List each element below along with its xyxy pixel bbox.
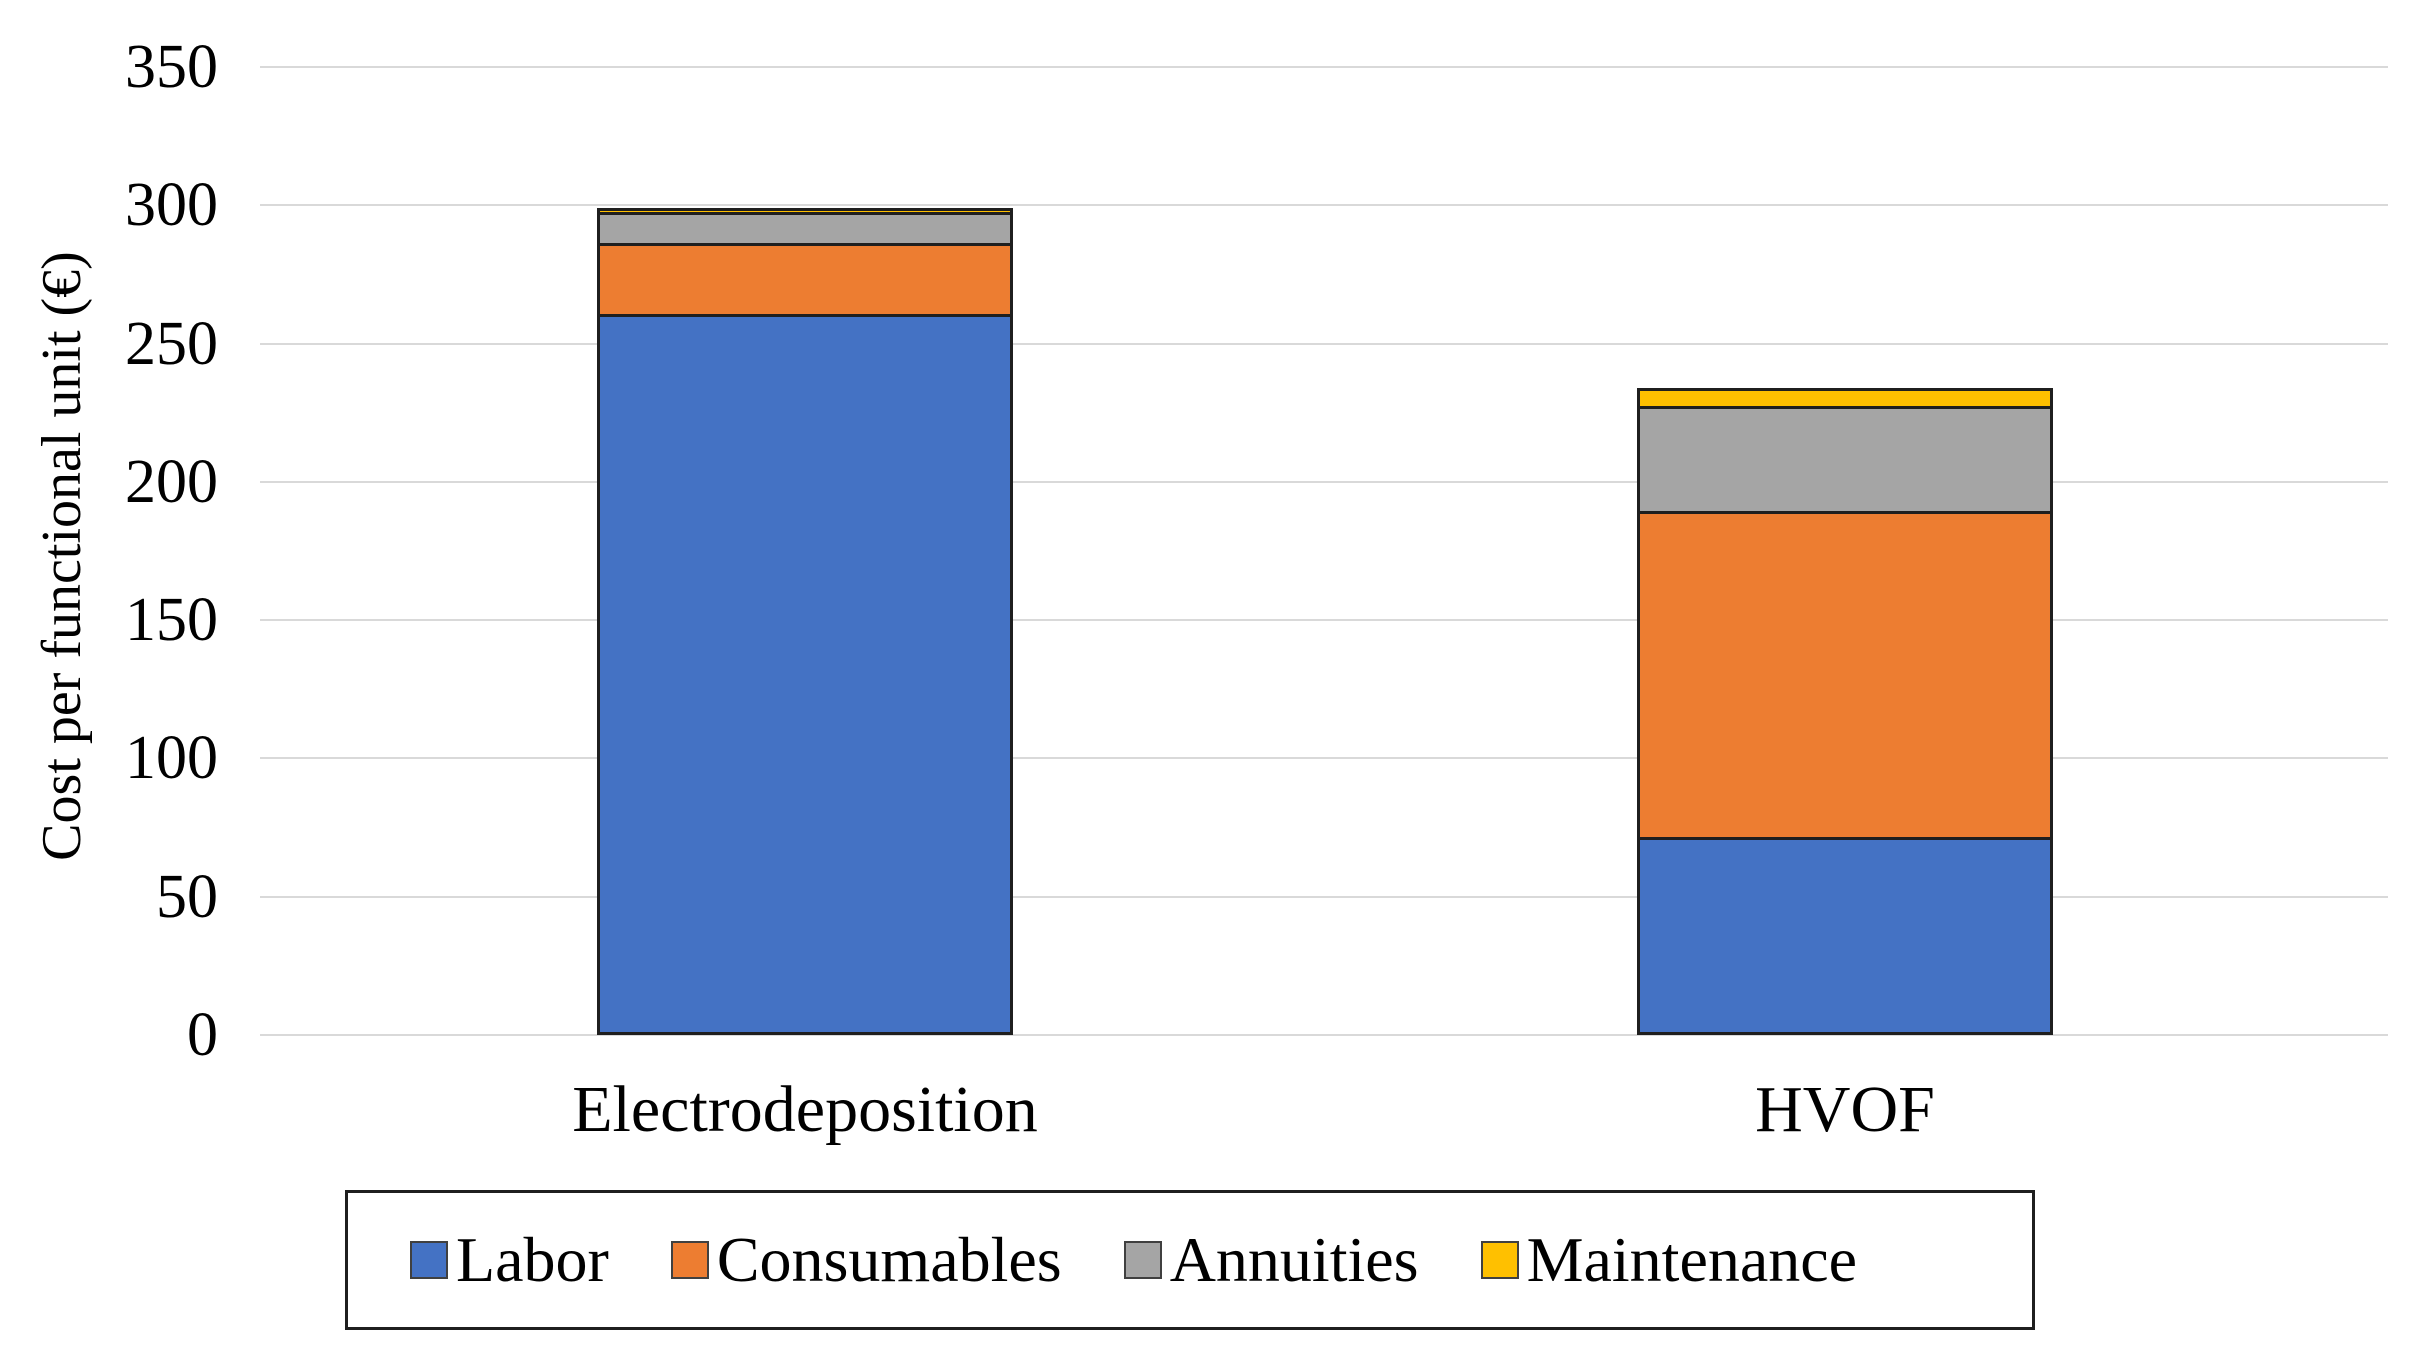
x-category-label-electrodeposition: Electrodeposition <box>572 1073 1038 1146</box>
legend-item-labor: Labor <box>410 1225 609 1295</box>
bar-segment-consumables-hvof <box>1637 512 2053 839</box>
bar-segment-border <box>597 314 1013 318</box>
bar-segment-border <box>597 242 1013 246</box>
legend-label-maintenance: Maintenance <box>1526 1224 1858 1295</box>
y-tick-label: 0 <box>187 1001 218 1069</box>
legend-item-annuities: Annuities <box>1123 1224 1419 1295</box>
gridline <box>260 1034 2388 1036</box>
gridline <box>260 480 2388 483</box>
bar-segment-border <box>1637 837 2053 841</box>
gridline <box>260 66 2388 68</box>
bar-segment-border <box>597 212 1013 216</box>
legend-label-consumables: Consumables <box>716 1224 1062 1295</box>
gridline <box>260 895 2388 898</box>
legend-swatch-consumables <box>670 1241 709 1279</box>
legend-swatch-maintenance <box>1480 1241 1519 1279</box>
bar-outline-electrodeposition <box>597 208 1013 1035</box>
gridline <box>260 204 2388 207</box>
bar-segment-maintenance-hvof <box>1637 387 2053 408</box>
y-tick-label: 150 <box>125 586 218 655</box>
legend-label-labor: Labor <box>456 1224 609 1295</box>
x-category-label-hvof: HVOF <box>1755 1073 1935 1146</box>
bar-outline-hvof <box>1637 387 2053 1035</box>
legend-item-maintenance: Maintenance <box>1480 1224 1858 1295</box>
y-tick-label: 350 <box>125 33 218 101</box>
y-tick-label: 300 <box>125 171 218 240</box>
bar-segment-consumables-electrodeposition <box>597 244 1013 316</box>
legend: Labor Consumables Annuities Maintenance <box>345 1190 2035 1330</box>
bar-segment-labor-hvof <box>1637 838 2053 1035</box>
bar-segment-labor-electrodeposition <box>597 315 1013 1035</box>
y-tick-label: 100 <box>125 724 218 793</box>
legend-swatch-annuities <box>1123 1241 1162 1279</box>
legend-label-annuities: Annuities <box>1169 1224 1419 1295</box>
gridline <box>260 619 2388 622</box>
y-tick-label: 50 <box>156 862 218 931</box>
y-tick-label: 200 <box>125 447 218 516</box>
bar-segment-annuities-electrodeposition <box>597 213 1013 244</box>
bar-segment-border <box>1637 405 2053 409</box>
gridline <box>260 757 2388 760</box>
bar-segment-annuities-hvof <box>1637 407 2053 513</box>
legend-item-consumables: Consumables <box>670 1224 1062 1295</box>
bar-segment-border <box>1637 510 2053 514</box>
legend-swatch-labor <box>410 1241 448 1279</box>
y-tick-label: 250 <box>125 309 218 378</box>
gridline <box>260 342 2388 345</box>
